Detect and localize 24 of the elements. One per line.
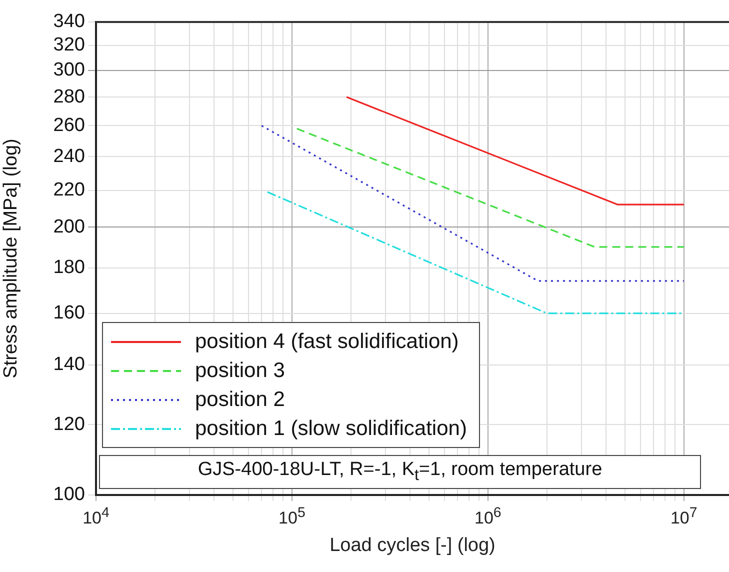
y-tick-label: 300 xyxy=(53,60,85,81)
x-axis-title: Load cycles [-] (log) xyxy=(330,535,496,557)
y-tick-label: 160 xyxy=(53,302,85,324)
legend-label: position 1 (slow solidification) xyxy=(195,416,467,440)
x-tick-label: 10$^{5}$ xyxy=(278,505,306,529)
y-tick-label: 260 xyxy=(53,114,85,136)
note-box: GJS-400-18U-LT, R=-1, K$_{t}$=1, room temperature xyxy=(99,455,701,489)
y-tick-label: 340 xyxy=(53,11,85,32)
y-tick-label: 220 xyxy=(53,179,85,200)
x-tick-label: 10$^{4}$ xyxy=(82,505,110,529)
y-tick-label: 180 xyxy=(53,257,85,278)
y-tick-label: 320 xyxy=(53,34,85,56)
legend-label: position 4 (fast solidification) xyxy=(195,330,459,354)
y-tick-label: 280 xyxy=(53,86,85,108)
x-tick-label: 10$^{6}$ xyxy=(474,505,502,529)
y-tick-label: 240 xyxy=(53,146,85,167)
x-tick-label: 10$^{7}$ xyxy=(670,505,698,529)
legend-label: position 2 xyxy=(195,388,285,412)
y-tick-label: 200 xyxy=(53,216,85,238)
legend-label: position 3 xyxy=(195,358,285,382)
y-tick-label: 120 xyxy=(53,414,85,435)
y-tick-label: 140 xyxy=(53,354,85,376)
y-tick-label: 100 xyxy=(53,484,85,506)
y-axis-title: Stress amplitude [MPa] (log) xyxy=(0,138,22,378)
